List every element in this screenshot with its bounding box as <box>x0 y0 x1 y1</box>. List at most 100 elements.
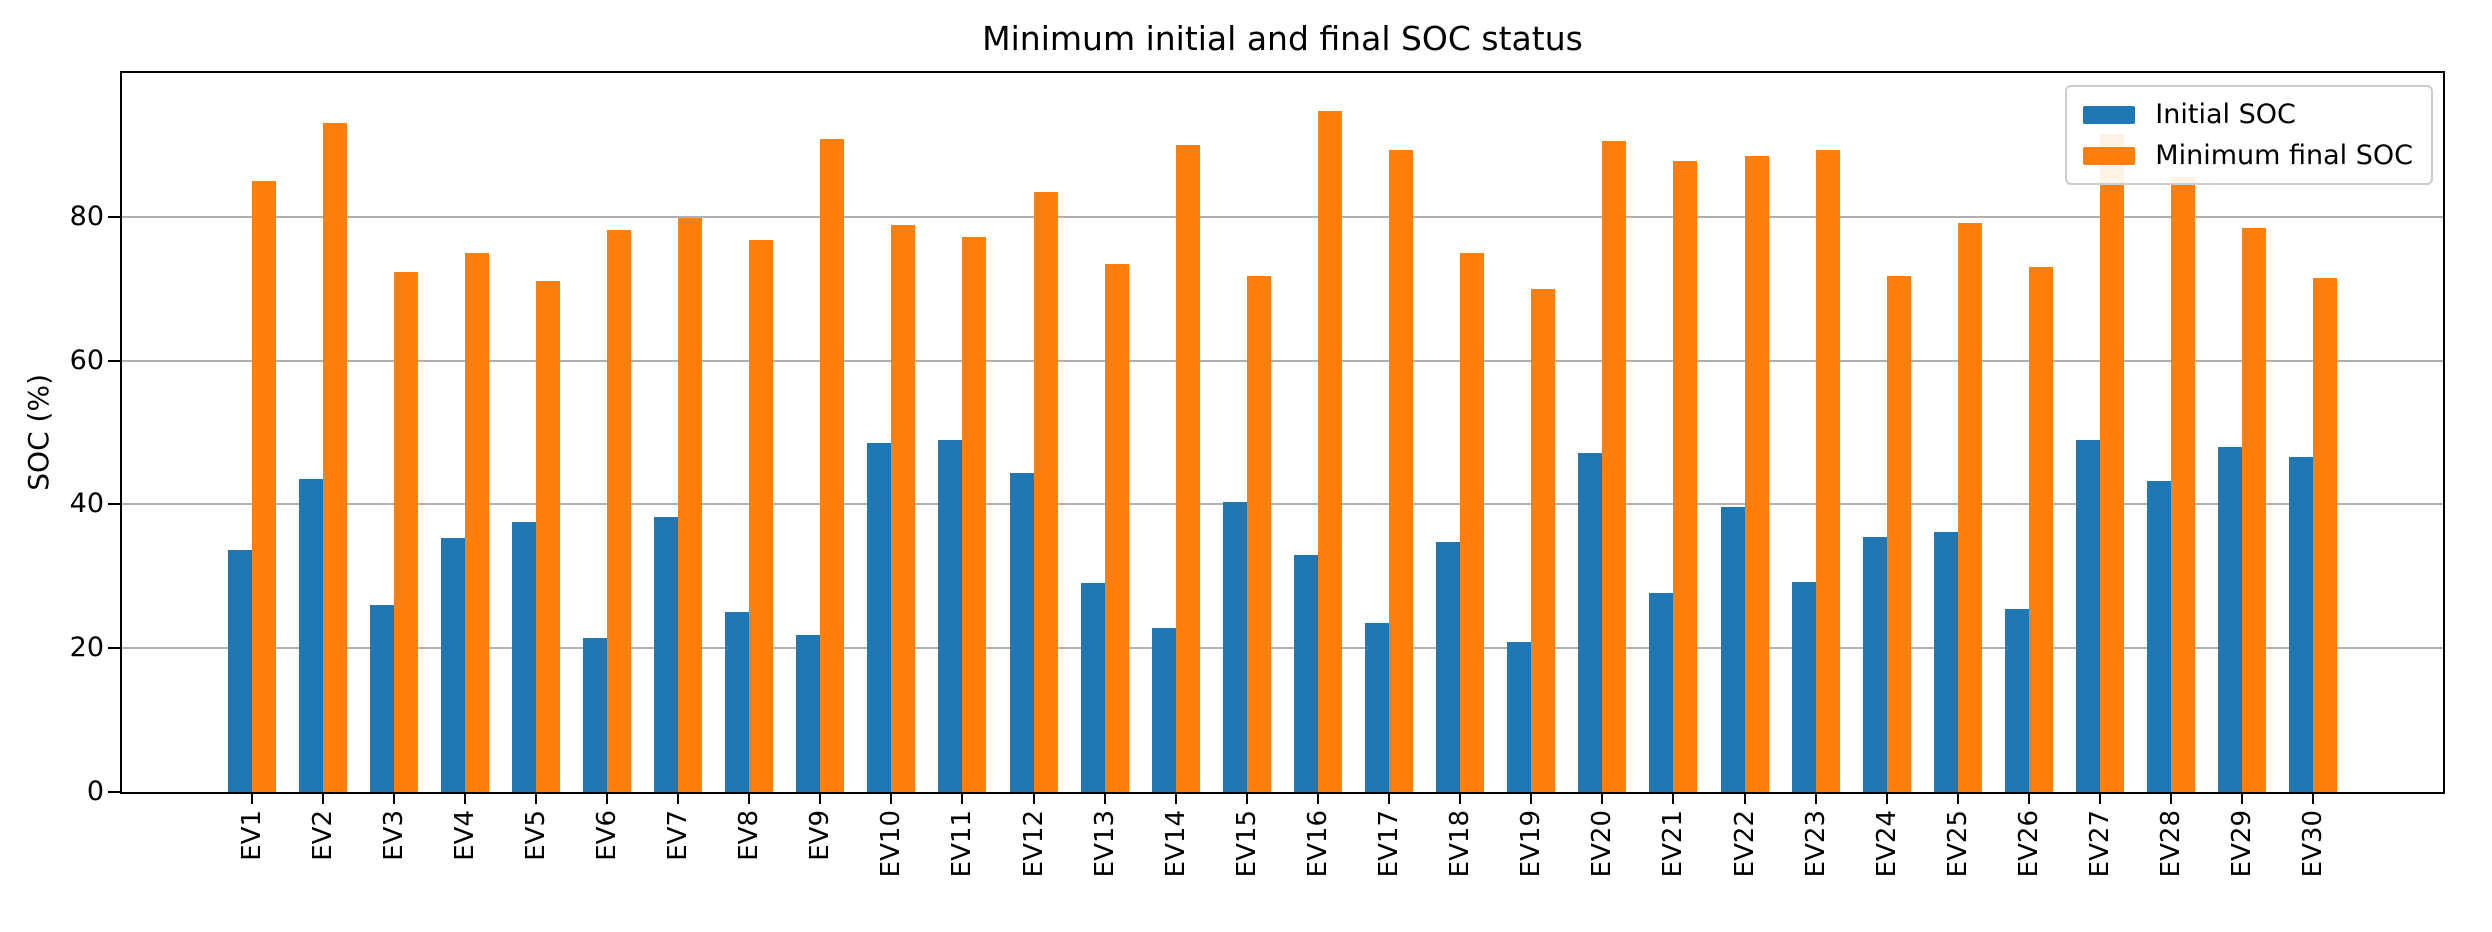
x-tick-label: EV16 <box>1302 810 1333 878</box>
x-tick-mark <box>321 794 324 804</box>
bar-group-ev24: EV24 <box>1851 73 1922 877</box>
bar-group-ev23: EV23 <box>1780 73 1851 877</box>
x-tick-mark <box>2241 794 2244 804</box>
bar-initial-soc-ev30 <box>2289 456 2314 792</box>
x-tick-label: EV19 <box>1516 810 1547 878</box>
bar-group-ev6: EV6 <box>571 73 642 861</box>
bar-initial-soc-ev16 <box>1293 554 1318 792</box>
bar-group-ev1: EV1 <box>216 73 287 861</box>
y-tick-label: 40 <box>69 488 104 520</box>
bar-minimum-final-soc-ev2 <box>322 122 347 792</box>
x-tick-label: EV29 <box>2227 810 2258 878</box>
x-tick-mark <box>1103 794 1106 804</box>
bar-group-ev11: EV11 <box>927 73 998 877</box>
x-tick-label: EV18 <box>1445 810 1476 878</box>
chart-title: Minimum initial and final SOC status <box>982 19 1583 58</box>
bar-initial-soc-ev18 <box>1436 541 1461 792</box>
legend-swatch-minimum-final-soc <box>2083 146 2136 165</box>
bar-minimum-final-soc-ev14 <box>1175 144 1200 792</box>
bar-minimum-final-soc-ev6 <box>607 230 632 792</box>
x-tick-label: EV4 <box>449 810 480 861</box>
bar-minimum-final-soc-ev25 <box>1957 223 1982 792</box>
x-tick-label: EV23 <box>1800 810 1831 878</box>
bar-initial-soc-ev26 <box>2004 608 2029 792</box>
bar-minimum-final-soc-ev12 <box>1033 191 1058 792</box>
bar-minimum-final-soc-ev7 <box>678 217 703 792</box>
bar-minimum-final-soc-ev21 <box>1673 161 1698 792</box>
bar-initial-soc-ev15 <box>1222 501 1247 792</box>
y-tick-label: 0 <box>86 776 104 807</box>
bar-initial-soc-ev5 <box>511 521 536 792</box>
bar-group-ev26: EV26 <box>1993 73 2064 877</box>
x-tick-label: EV9 <box>805 810 836 861</box>
bar-minimum-final-soc-ev8 <box>749 239 774 792</box>
x-tick-mark <box>677 794 680 804</box>
legend-swatch-initial-soc <box>2083 105 2136 124</box>
bar-minimum-final-soc-ev15 <box>1246 276 1271 792</box>
x-tick-mark <box>1245 794 1248 804</box>
bar-initial-soc-ev10 <box>867 443 892 792</box>
bar-initial-soc-ev20 <box>1578 452 1603 792</box>
y-tick-mark <box>108 647 120 650</box>
bar-group-ev9: EV9 <box>785 73 856 861</box>
bar-minimum-final-soc-ev5 <box>535 280 560 792</box>
bar-initial-soc-ev24 <box>1862 536 1887 792</box>
legend-label-minimum-final-soc: Minimum final SOC <box>2155 140 2413 171</box>
x-tick-mark <box>1174 794 1177 804</box>
bar-minimum-final-soc-ev20 <box>1602 140 1627 792</box>
bar-initial-soc-ev12 <box>1009 473 1034 792</box>
bar-minimum-final-soc-ev9 <box>820 139 845 792</box>
bar-group-ev18: EV18 <box>1425 73 1496 877</box>
bar-minimum-final-soc-ev29 <box>2242 228 2267 792</box>
y-axis-label-container: SOC (%) <box>22 73 55 792</box>
x-tick-label: EV3 <box>378 810 409 861</box>
y-tick-mark <box>108 791 120 793</box>
bar-initial-soc-ev1 <box>227 550 252 792</box>
bar-minimum-final-soc-ev16 <box>1317 111 1342 792</box>
bar-group-ev3: EV3 <box>358 73 429 861</box>
bar-group-ev12: EV12 <box>998 73 1069 877</box>
bar-group-ev17: EV17 <box>1354 73 1425 877</box>
bar-initial-soc-ev6 <box>583 638 608 792</box>
bar-group-ev4: EV4 <box>429 73 500 861</box>
bar-minimum-final-soc-ev26 <box>2028 267 2053 792</box>
x-tick-mark <box>1459 794 1462 804</box>
x-tick-mark <box>606 794 609 804</box>
bar-minimum-final-soc-ev30 <box>2313 277 2338 792</box>
x-tick-mark <box>961 794 964 804</box>
bar-group-ev30: EV30 <box>2278 73 2349 877</box>
x-tick-label: EV2 <box>307 810 338 861</box>
gridline <box>122 215 2443 218</box>
x-tick-label: EV10 <box>876 810 907 878</box>
plot-area: 0 20 40 60 80 EV1 EV2 EV3 EV4 EV5 EV6 EV7 EV8 EV9 EV1… <box>70 71 2445 877</box>
bar-minimum-final-soc-ev19 <box>1531 288 1556 792</box>
bar-minimum-final-soc-ev18 <box>1460 252 1485 792</box>
x-tick-mark <box>890 794 893 804</box>
bar-initial-soc-ev14 <box>1151 628 1176 792</box>
bar-initial-soc-ev7 <box>654 517 679 792</box>
bar-initial-soc-ev29 <box>2218 446 2243 792</box>
x-tick-label: EV21 <box>1658 810 1689 878</box>
x-tick-label: EV6 <box>592 810 623 861</box>
x-tick-mark <box>392 794 395 804</box>
x-tick-mark <box>1672 794 1675 804</box>
x-tick-label: EV17 <box>1374 810 1405 878</box>
x-tick-label: EV5 <box>520 810 551 861</box>
x-tick-mark <box>250 794 253 804</box>
gridline <box>122 359 2443 362</box>
bar-group-ev8: EV8 <box>714 73 785 861</box>
bar-minimum-final-soc-ev23 <box>1815 149 1840 792</box>
bar-group-ev15: EV15 <box>1211 73 1282 877</box>
x-tick-label: EV15 <box>1231 810 1262 878</box>
legend: Initial SOC Minimum final SOC <box>2065 85 2433 185</box>
legend-label-initial-soc: Initial SOC <box>2155 99 2296 130</box>
x-tick-label: EV14 <box>1160 810 1191 878</box>
bar-initial-soc-ev19 <box>1507 642 1532 792</box>
bar-group-ev5: EV5 <box>500 73 571 861</box>
gridline <box>122 503 2443 506</box>
x-tick-label: EV13 <box>1089 810 1120 878</box>
bar-group-ev28: EV28 <box>2136 73 2207 877</box>
bar-minimum-final-soc-ev27 <box>2099 134 2124 792</box>
x-tick-label: EV30 <box>2298 810 2329 878</box>
bar-group-ev19: EV19 <box>1496 73 1567 877</box>
